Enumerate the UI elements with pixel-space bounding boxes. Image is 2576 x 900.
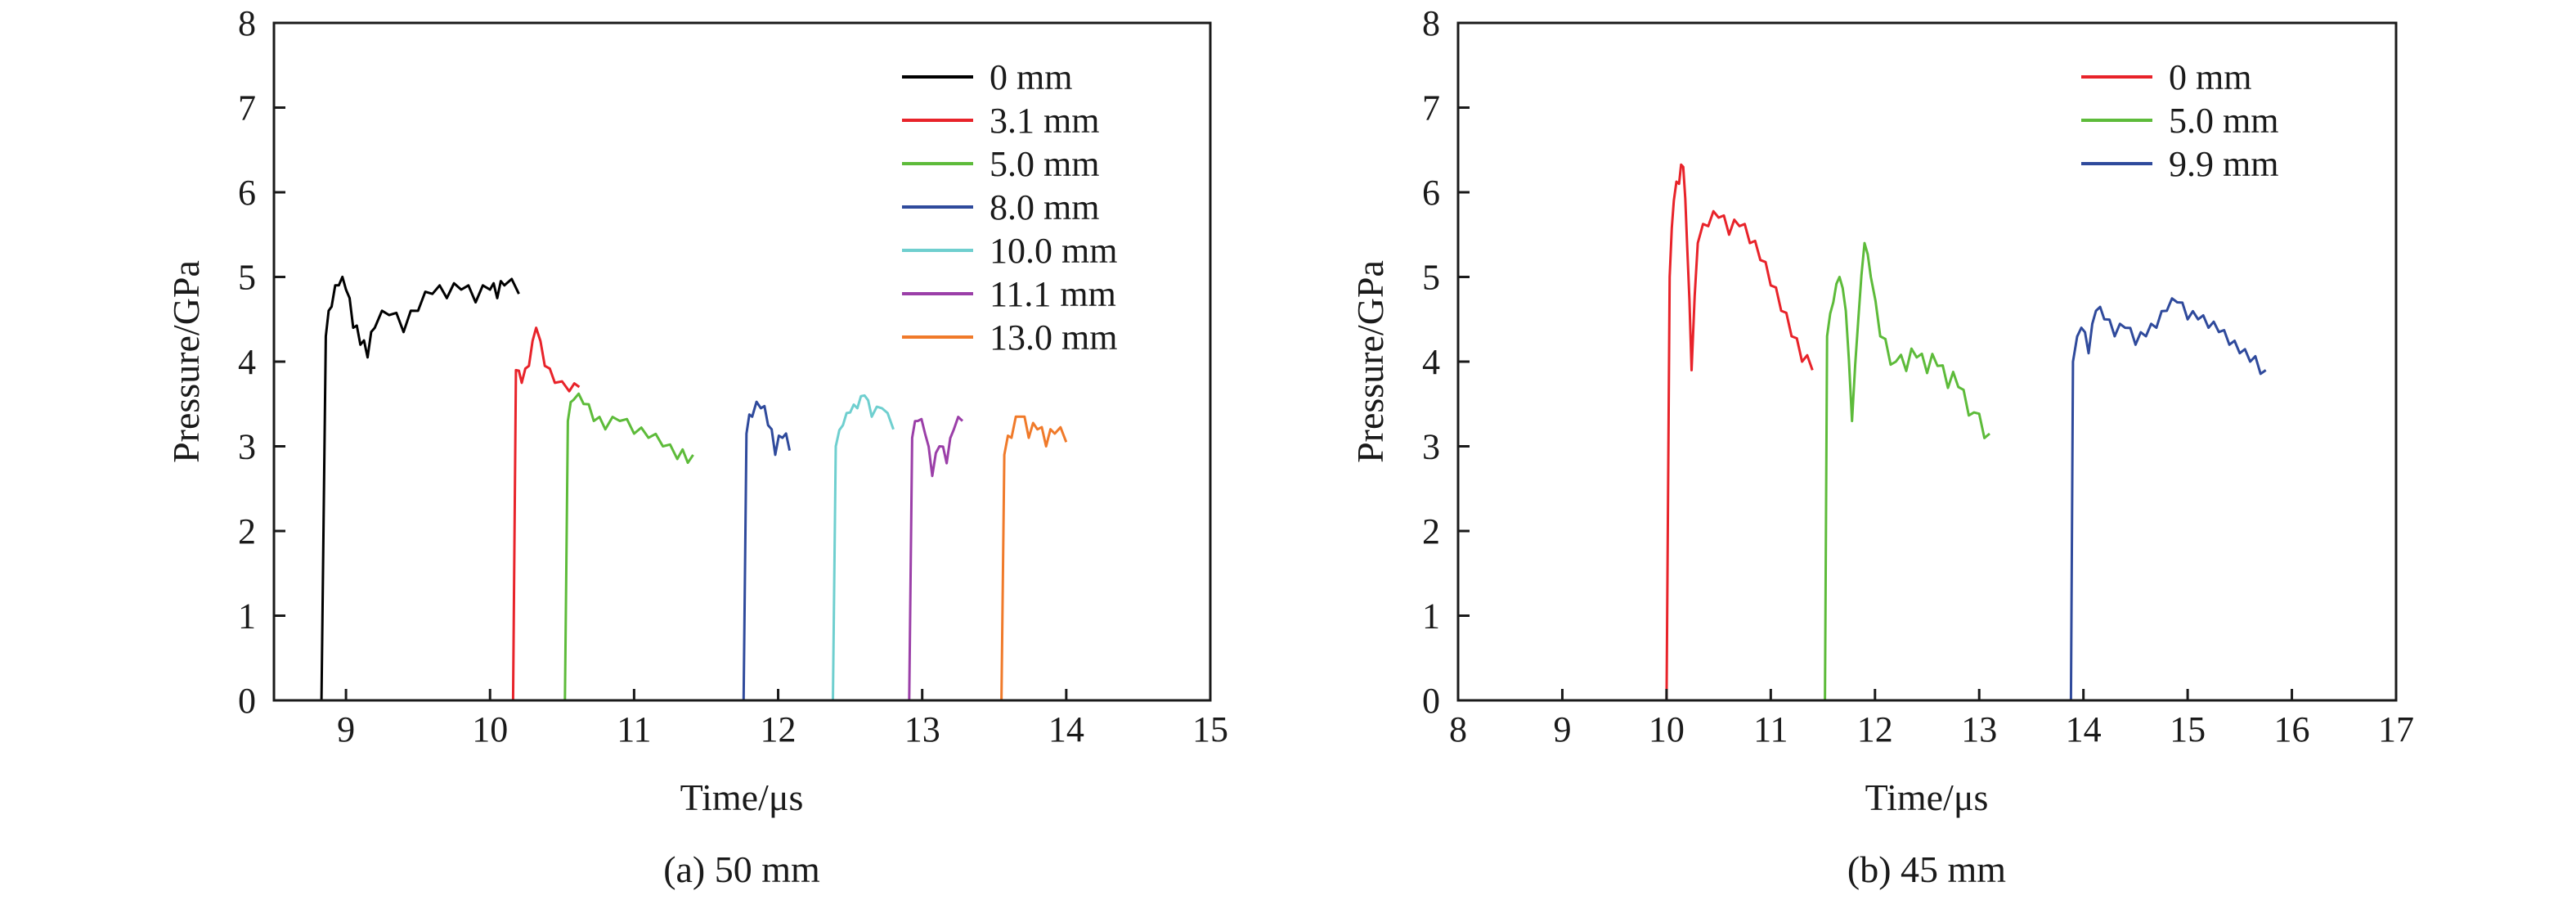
panel-b-caption: (b) 45 mm <box>1847 848 2006 890</box>
panel-a-x-tick-label: 10 <box>472 709 508 749</box>
panel-b-y-tick-label: 1 <box>1422 596 1440 637</box>
panel-a-y-tick-label: 6 <box>238 173 256 213</box>
panel-a-y-tick-label: 4 <box>238 342 256 382</box>
panel-a-y-axis-title: Pressure/GPa <box>165 260 207 463</box>
panel-b-series-0-mm <box>1458 163 1814 702</box>
panel-b-legend-label: 9.9 mm <box>2169 144 2278 184</box>
panel-a-x-tick-label: 9 <box>337 709 355 749</box>
panel-b-y-tick-label: 3 <box>1422 427 1440 467</box>
panel-a-x-tick-label: 13 <box>904 709 940 749</box>
panel-b-y-tick-label: 5 <box>1422 258 1440 298</box>
panel-a-y-tick-label: 3 <box>238 427 256 467</box>
panel-b-x-axis-title: Time/μs <box>1865 776 1989 818</box>
panel-b-y-tick-label: 2 <box>1422 511 1440 551</box>
panel-a-series-11_1-mm <box>908 416 964 701</box>
panel-a-legend-label: 11.1 mm <box>990 274 1116 314</box>
panel-b-x-tick-label: 8 <box>1449 709 1467 749</box>
panel-a-y-tick-label: 0 <box>238 681 256 721</box>
panel-a-series-8_0-mm <box>742 400 792 701</box>
panel-a-y-ticks: 0 1 2 3 4 5 6 7 8 <box>238 3 285 721</box>
panel-a-y-tick-label: 7 <box>238 88 256 128</box>
panel-a-y-tick-label: 8 <box>238 3 256 43</box>
panel-b-x-tick-label: 17 <box>2378 709 2414 749</box>
panel-b-legend: 0 mm5.0 mm9.9 mm <box>2081 57 2278 184</box>
panel-a-legend-label: 10.0 mm <box>990 231 1117 271</box>
panel-a-y-tick-label: 1 <box>238 596 256 637</box>
panel-b-y-tick-label: 7 <box>1422 88 1440 128</box>
panel-a-y-tick-label: 2 <box>238 511 256 551</box>
panel-b-x-ticks: 8 9 10 11 12 13 14 15 16 17 <box>1449 689 2414 749</box>
panel-a-legend-label: 5.0 mm <box>990 144 1099 184</box>
panel-a-caption: (a) 50 mm <box>663 848 820 890</box>
panel-a-x-tick-label: 14 <box>1048 709 1084 749</box>
panel-a-series-3_1-mm <box>511 326 581 701</box>
panel-a-x-tick-label: 12 <box>761 709 797 749</box>
panel-b-y-tick-label: 0 <box>1422 681 1440 721</box>
panel-a-x-tick-label: 11 <box>617 709 651 749</box>
panel-b-y-tick-label: 6 <box>1422 173 1440 213</box>
panel-a-legend-label: 0 mm <box>990 57 1072 97</box>
panel-a-x-tick-label: 15 <box>1192 709 1228 749</box>
panel-b-y-tick-label: 4 <box>1422 342 1440 382</box>
panel-a-legend-label: 3.1 mm <box>990 101 1099 141</box>
panel-b-legend-label: 5.0 mm <box>2169 101 2278 141</box>
panel-b-x-tick-label: 13 <box>1961 709 1997 749</box>
panel-a-legend-label: 8.0 mm <box>990 187 1099 227</box>
panel-b-x-tick-label: 16 <box>2274 709 2310 749</box>
panel-b-x-tick-label: 15 <box>2170 709 2206 749</box>
panel-a-series-0-mm <box>274 275 520 702</box>
panel-a-legend-label: 13.0 mm <box>990 317 1117 358</box>
panel-b-y-axis-title: Pressure/GPa <box>1349 260 1391 463</box>
panel-b-x-tick-label: 11 <box>1753 709 1788 749</box>
panel-b-x-tick-label: 14 <box>2066 709 2102 749</box>
panel-a-series-13_0-mm <box>1000 415 1068 701</box>
panel-b-x-tick-label: 9 <box>1553 709 1571 749</box>
panel-b-series-9_9-mm <box>2069 297 2267 701</box>
panel-a-x-axis-title: Time/μs <box>680 776 804 818</box>
panel-b-y-ticks: 0 1 2 3 4 5 6 7 8 <box>1422 3 1470 721</box>
panel-a-series <box>274 275 1068 702</box>
panel-a-y-tick-label: 5 <box>238 258 256 298</box>
panel-b-y-tick-label: 8 <box>1422 3 1440 43</box>
panel-b-series <box>1458 163 2267 702</box>
panel-a-series-10_0-mm <box>832 394 895 701</box>
panel-b-series-5_0-mm <box>1824 241 1990 701</box>
panel-b-legend-label: 0 mm <box>2169 57 2251 97</box>
panel-b-x-tick-label: 12 <box>1857 709 1893 749</box>
panel-a-series-5_0-mm <box>563 392 694 701</box>
panel-a-x-ticks: 9 10 11 12 13 14 15 <box>337 689 1228 749</box>
panel-b-x-tick-label: 10 <box>1649 709 1685 749</box>
